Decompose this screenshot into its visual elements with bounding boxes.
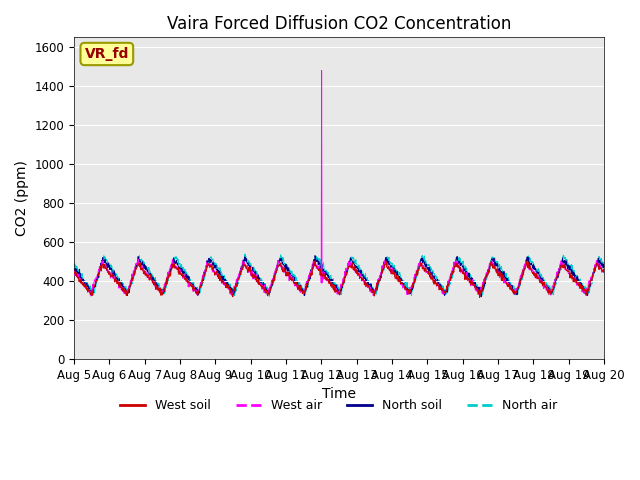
Y-axis label: CO2 (ppm): CO2 (ppm) xyxy=(15,160,29,236)
Title: Vaira Forced Diffusion CO2 Concentration: Vaira Forced Diffusion CO2 Concentration xyxy=(167,15,511,33)
Text: VR_fd: VR_fd xyxy=(84,47,129,61)
Legend: West soil, West air, North soil, North air: West soil, West air, North soil, North a… xyxy=(115,394,563,417)
X-axis label: Time: Time xyxy=(322,387,356,401)
